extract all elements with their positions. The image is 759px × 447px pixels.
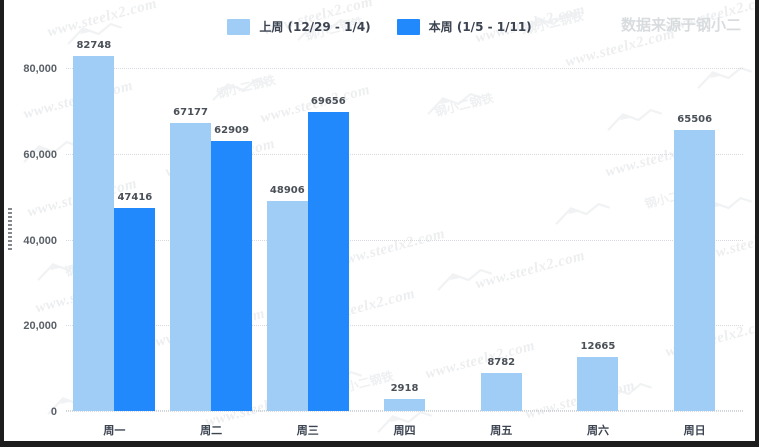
- bar-group: 8782 周五: [453, 68, 550, 437]
- bar-column[interactable]: 8782: [480, 357, 522, 411]
- bar-value-label: 69656: [310, 96, 346, 108]
- bar-column[interactable]: 69656: [307, 96, 349, 411]
- legend-label-this-week: 本周 (1/5 - 1/11): [428, 20, 532, 34]
- bar-value-label: 47416: [117, 191, 153, 203]
- bar-last-week[interactable]: [266, 201, 308, 411]
- left-edge-marker: [8, 208, 12, 252]
- y-axis-tick-label: 60,000: [23, 148, 57, 161]
- bar-last-week[interactable]: [73, 56, 115, 411]
- bar-column[interactable]: 47416: [114, 192, 156, 411]
- gridline: 20,000: [23, 320, 743, 332]
- bar-group: 12665 周六: [550, 68, 647, 437]
- x-axis-category-label: 周三: [296, 424, 319, 437]
- bar-column[interactable]: 48906: [266, 185, 308, 411]
- bar-last-week[interactable]: [577, 356, 619, 411]
- x-axis-category-label: 周五: [490, 424, 513, 437]
- x-axis-category-label: 周一: [103, 424, 126, 437]
- bar-value-label: 8782: [487, 357, 516, 369]
- bar-value-label: 67177: [173, 106, 208, 118]
- x-axis-category-label: 周日: [683, 424, 706, 437]
- bar-value-label: 65506: [677, 114, 713, 126]
- bar-value-label: 82748: [76, 40, 112, 52]
- x-axis-category-label: 周二: [200, 424, 223, 437]
- gridline: 40,000: [23, 235, 743, 247]
- legend-swatch-this-week: [396, 18, 420, 35]
- bar-last-week[interactable]: [384, 398, 426, 411]
- legend-item-this-week[interactable]: 本周 (1/5 - 1/11): [396, 18, 532, 35]
- bar-column[interactable]: 12665: [577, 341, 619, 411]
- bar-last-week[interactable]: [674, 130, 716, 411]
- bar-value-label: 62909: [214, 125, 249, 137]
- chart-legend: 上周 (12/29 - 1/4) 本周 (1/5 - 1/11): [4, 18, 755, 35]
- y-axis-tick-label: 20,000: [23, 320, 57, 333]
- bar-value-label: 2918: [390, 382, 419, 394]
- bar-value-label: 48906: [269, 185, 305, 197]
- bar-group: 65506 周日: [646, 68, 743, 437]
- x-axis-category-label: 周六: [586, 424, 609, 437]
- bar-last-week[interactable]: [480, 373, 522, 411]
- bar-group: 67177 62909 周二: [163, 68, 260, 437]
- y-axis-tick-label: 80,000: [23, 63, 57, 75]
- bar-column[interactable]: 65506: [674, 114, 716, 411]
- bar-last-week[interactable]: [170, 122, 212, 411]
- gridline: 0: [51, 406, 743, 418]
- bar-column[interactable]: 82748: [73, 40, 115, 411]
- bar-this-week[interactable]: [114, 207, 156, 411]
- legend-swatch-last-week: [227, 18, 251, 35]
- plot-area: 0 20,000 40,000 60,000 80,000 82748 47416 周一 67…: [23, 40, 743, 437]
- bar-groups: 82748 47416 周一 67177 62909 周二 48906 69656 周三 2918…: [66, 40, 743, 437]
- source-note: 数据来源于钢小二: [620, 16, 741, 34]
- bar-this-week[interactable]: [307, 112, 349, 411]
- bar-column[interactable]: 62909: [211, 125, 253, 411]
- y-axis-tick-label: 40,000: [23, 234, 57, 247]
- gridline: 80,000: [23, 63, 743, 75]
- bar-this-week[interactable]: [211, 141, 253, 411]
- bar-value-label: 12665: [580, 340, 616, 352]
- x-axis-category-label: 周四: [393, 424, 416, 437]
- bar-column[interactable]: 67177: [170, 107, 212, 411]
- bar-group: 2918 周四: [356, 68, 453, 437]
- bar-column[interactable]: 2918: [384, 383, 426, 411]
- legend-label-last-week: 上周 (12/29 - 1/4): [259, 20, 371, 34]
- bar-group: 82748 47416 周一: [66, 40, 163, 437]
- bar-group: 48906 69656 周三: [259, 68, 356, 437]
- y-axis-tick-label: 0: [50, 406, 57, 418]
- legend-item-last-week[interactable]: 上周 (12/29 - 1/4): [227, 18, 371, 35]
